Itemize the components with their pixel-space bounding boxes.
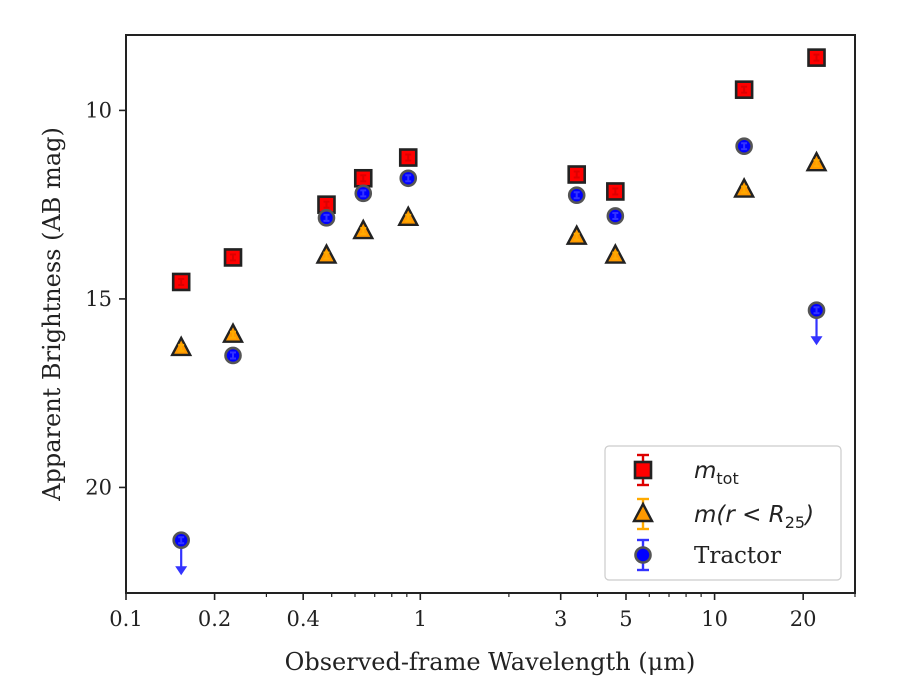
series-triangle: [170, 150, 828, 357]
plot-frame: [125, 34, 856, 594]
legend-marker-circle: [634, 546, 652, 564]
ticks: 0.1 0.2 0.4 1 3 5 10 20 10 15 20: [85, 98, 856, 631]
legend-box: [604, 445, 842, 581]
x-tick-label: 20: [790, 607, 817, 631]
y-axis-label: Apparent Brightness (AB mag): [38, 127, 66, 502]
series-square: [171, 48, 826, 292]
x-axis-label: Observed-frame Wavelength (μm): [285, 648, 696, 676]
x-tick-label: 1: [414, 607, 427, 631]
legend-item: Tractor: [634, 538, 781, 572]
x-tick-label: 10: [701, 607, 728, 631]
legend-marker-square: [633, 460, 653, 480]
legend-label: m(r < R25): [694, 502, 814, 532]
x-tick-label: 0.4: [286, 607, 319, 631]
legend-label: mtot: [694, 458, 739, 488]
x-tick-label: 0.1: [109, 607, 142, 631]
y-tick-label: 10: [85, 98, 112, 122]
x-tick-label: 5: [619, 607, 632, 631]
x-tick-label: 3: [554, 607, 567, 631]
y-tick-label: 15: [85, 287, 112, 311]
upper-limit-arrowhead: [810, 336, 823, 346]
legend-item: m(r < R25): [632, 497, 814, 532]
upper-limit-arrowhead: [175, 566, 188, 576]
y-tick-label: 20: [85, 475, 112, 499]
data-marks: [170, 48, 828, 576]
legend-item: mtot: [633, 453, 739, 488]
legend-marker-triangle: [632, 501, 654, 523]
series-circle: [172, 137, 826, 576]
legend-label: Tractor: [694, 543, 781, 569]
legend: mtot m(r < R25) Tractor: [604, 445, 842, 581]
x-tick-label: 0.2: [198, 607, 231, 631]
